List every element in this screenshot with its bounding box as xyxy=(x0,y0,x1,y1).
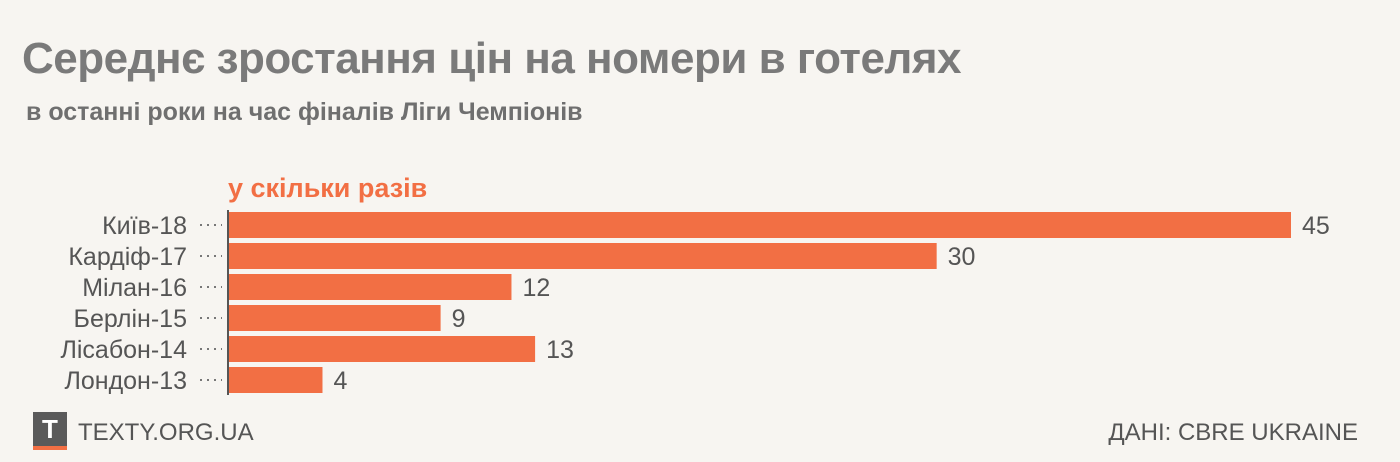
category-label: Лісабон-14 xyxy=(60,336,187,364)
category-label: Мілан-16 xyxy=(82,274,187,302)
bar xyxy=(228,336,536,362)
bar xyxy=(228,274,512,300)
site-link[interactable]: TEXTY.ORG.UA xyxy=(78,419,254,446)
category-label: Лондон-13 xyxy=(64,367,187,395)
data-source: ДАНІ: CBRE UKRAINE xyxy=(1108,419,1358,446)
category-label: Кардіф-17 xyxy=(68,243,187,271)
value-label: 13 xyxy=(546,336,574,364)
texty-logo: T xyxy=(33,412,67,450)
bar xyxy=(228,243,937,269)
value-label: 45 xyxy=(1302,212,1330,240)
category-label: Київ-18 xyxy=(102,212,187,240)
chart-subtitle: в останні роки на час фіналів Ліги Чемпі… xyxy=(26,98,583,126)
bars-layer: Київ-18 45 Кардіф-17 30 Мілан-16 12 Берлін-15 9… xyxy=(60,212,1330,395)
category-label: Берлін-15 xyxy=(74,305,187,333)
bar xyxy=(228,212,1291,238)
value-label: 30 xyxy=(948,243,976,271)
chart-title: Середнє зростання цін на номери в готеля… xyxy=(22,34,962,83)
value-label: 9 xyxy=(452,305,466,333)
unit-label: у скільки разів xyxy=(228,173,428,203)
value-label: 12 xyxy=(522,274,550,302)
value-label: 4 xyxy=(333,367,347,395)
bar xyxy=(228,367,323,393)
bar xyxy=(228,305,441,331)
